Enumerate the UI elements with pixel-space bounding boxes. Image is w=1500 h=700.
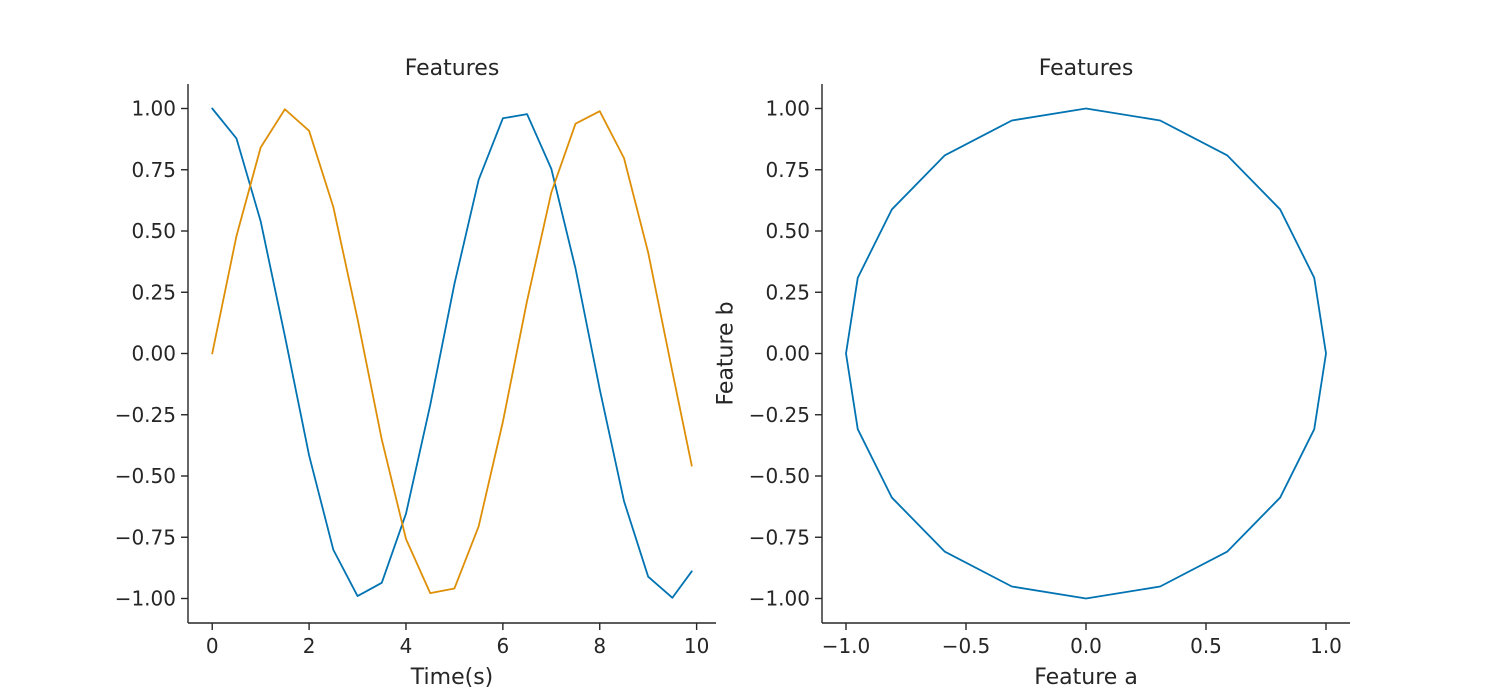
- y-tick-label: −0.25: [115, 403, 176, 427]
- x-tick-label: −1.0: [822, 634, 871, 658]
- y-tick-label: 0.50: [131, 219, 176, 243]
- y-tick-label: 1.00: [765, 97, 810, 121]
- y-tick-label: −1.00: [749, 587, 810, 611]
- y-tick-label: −0.50: [749, 464, 810, 488]
- y-tick-label: −0.75: [749, 525, 810, 549]
- x-tick-label: 6: [496, 634, 509, 658]
- x-tick-label: −0.5: [942, 634, 991, 658]
- y-axis-label: Feature b: [714, 301, 739, 405]
- x-tick-label: 0.5: [1190, 634, 1222, 658]
- x-tick-label: 10: [684, 634, 709, 658]
- y-tick-label: −0.25: [749, 403, 810, 427]
- x-tick-label: 1.0: [1310, 634, 1342, 658]
- y-tick-label: 0.50: [765, 219, 810, 243]
- y-tick-label: −1.00: [115, 587, 176, 611]
- x-axis-label: Feature a: [1034, 665, 1138, 690]
- x-tick-label: 4: [400, 634, 413, 658]
- x-tick-label: 2: [303, 634, 316, 658]
- x-tick-label: 0: [206, 634, 219, 658]
- chart-title: Features: [405, 56, 500, 81]
- y-tick-label: −0.75: [115, 525, 176, 549]
- x-axis-label: Time(s): [410, 665, 493, 690]
- y-tick-label: −0.50: [115, 464, 176, 488]
- y-tick-label: 0.25: [131, 280, 176, 304]
- series-line-1: [211, 107, 693, 599]
- series-line-1: [845, 107, 1327, 600]
- y-tick-label: 0.75: [131, 158, 176, 182]
- y-tick-label: 1.00: [131, 97, 176, 121]
- chart-title: Features: [1039, 56, 1134, 81]
- x-tick-label: 0.0: [1070, 634, 1102, 658]
- y-tick-label: 0.00: [131, 342, 176, 366]
- right-chart-panel: 1.000.750.500.250.00−0.25−0.50−0.75−1.00…: [714, 56, 1350, 690]
- y-tick-label: 0.00: [765, 342, 810, 366]
- left-chart-panel: 1.00 0.75 0.50 0.25 0.00 −0.25 −0.50 −0.75 −1.00…: [115, 56, 716, 690]
- series-line-2: [211, 108, 693, 595]
- y-tick-label: 0.25: [765, 280, 810, 304]
- y-tick-label: 0.75: [765, 158, 810, 182]
- x-tick-label: 8: [593, 634, 606, 658]
